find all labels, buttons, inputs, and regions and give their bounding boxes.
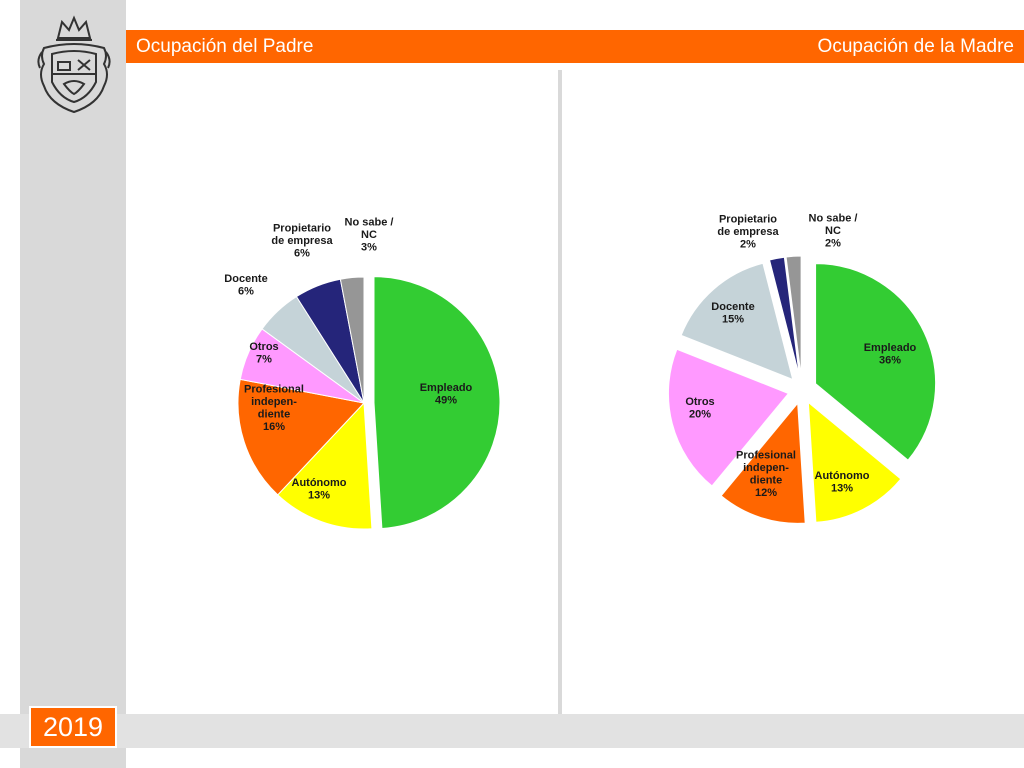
pie-slice-otros [667,348,790,487]
pie-slice-empleado [373,276,501,529]
sidebar [20,0,126,768]
pie-slice-profesional [237,378,365,496]
slice-label: Propietario de empresa 2% [717,214,779,251]
header-title-mother: Ocupación de la Madre [817,36,1014,57]
pie-slice-aut-nomo [807,401,902,523]
slice-label: Profesional indepen-diente 12% [736,449,796,499]
pie-slice-profesional [720,402,806,524]
pie-slice-docente [680,262,794,381]
slice-label: Otros 7% [249,341,278,366]
slice-label: Profesional indepen-diente 16% [244,383,304,433]
slice-label: Autónomo 13% [292,477,347,502]
header-bar: Ocupación del Padre Ocupación de la Madr… [126,30,1024,63]
slice-label: Autónomo 13% [815,470,870,495]
pie-slice-no-sabe [785,255,802,377]
slice-label: No sabe / NC 3% [345,217,394,254]
slice-label: Empleado 36% [864,342,917,367]
university-coat-of-arms-icon [37,15,111,114]
panel-divider [558,70,562,716]
slice-label: Docente 6% [224,273,267,298]
slice-label: Propietario de empresa 6% [271,223,333,260]
footer-bar [0,714,1024,748]
pie-slice-no-sabe [339,276,365,404]
year-badge: 2019 [29,706,117,748]
slice-label: Empleado 49% [420,382,473,407]
slice-label: Docente 15% [711,301,754,326]
slice-label: No sabe / NC 2% [809,213,858,250]
pie-slice-propietario [768,256,800,377]
slice-label: Otros 20% [685,396,714,421]
pie-slice-empleado [815,263,937,461]
pie-slice-aut-nomo [277,401,373,530]
header-title-father: Ocupación del Padre [136,36,314,57]
